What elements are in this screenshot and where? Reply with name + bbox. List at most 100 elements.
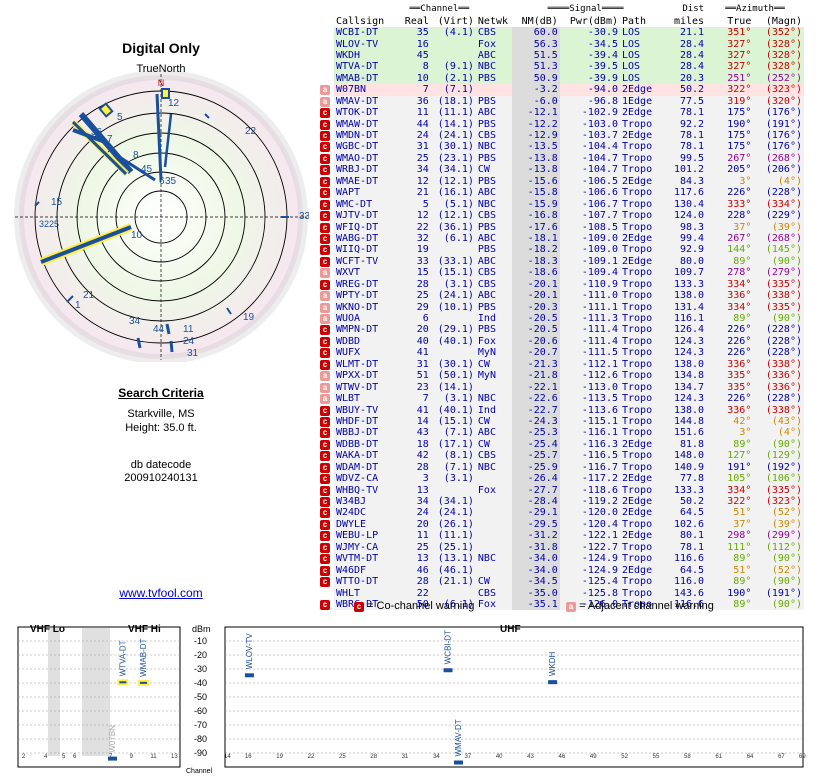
callsign-cell: WMC-DT [333, 198, 403, 210]
noise-margin-cell: -22.6 [512, 392, 560, 405]
co-channel-warning-icon: c [320, 199, 330, 210]
power-cell: -30.9 [559, 26, 620, 39]
table-row: c WTOK-DT 11 (11.1) ABC -12.1 -102.9 2Edge 78.1 1… [320, 106, 804, 119]
table-row: a WXVT 15 (15.1) CBS -18.6 -109.4 Tropo 109.7 278… [320, 267, 804, 279]
azimuth-magnetic-cell: (252°) [753, 72, 804, 85]
virtual-channel-cell: (3.1) [430, 472, 476, 485]
path-cell: Tropo [620, 267, 659, 279]
warning-cell: c [320, 462, 334, 473]
callsign-cell: WTTO-DT [333, 575, 403, 588]
col-magn: (Magn) [765, 15, 802, 27]
table-row: c WREG-DT 28 (3.1) CBS -20.1 -110.9 Tropo 133.3 3… [320, 278, 804, 290]
distance-cell: 116.6 [658, 553, 707, 565]
dist-header: Dist [682, 4, 705, 15]
station-marker [443, 668, 453, 673]
azimuth-true-cell: 351° [706, 26, 754, 39]
azimuth-true-cell: 335° [706, 381, 754, 393]
virtual-channel-cell: (7.1) [430, 427, 476, 439]
channel-tick: 11 [150, 754, 157, 760]
azimuth-true-cell: 336° [706, 358, 754, 370]
tick-19 [226, 307, 232, 315]
station-label-15: 15 [51, 197, 63, 208]
network-cell: ABC [475, 232, 513, 245]
distance-cell: 99.5 [658, 152, 707, 165]
virtual-channel-cell: (17.1) [430, 438, 476, 451]
warning-cell: a [320, 370, 334, 382]
table-row: a WKNO-DT 29 (10.1) PBS -20.3 -111.1 Tropo 131.4… [320, 301, 804, 313]
distance-cell: 50.2 [658, 495, 707, 508]
warning-cell: c [320, 210, 334, 222]
azimuth-true-cell: 267° [706, 152, 754, 165]
network-cell [475, 472, 513, 485]
table-row: c WAPT 21 (16.1) ABC -15.8 -106.6 Tropo 117.6 226… [320, 187, 804, 199]
azimuth-true-cell: 334° [706, 301, 754, 313]
network-cell: Ind [475, 404, 513, 416]
noise-margin-cell: -18.6 [512, 267, 560, 279]
callsign-cell: DWYLE [333, 518, 403, 531]
warning-cell: a [320, 267, 334, 279]
virtual-channel-cell: (16.1) [430, 187, 476, 199]
dbm-tick: -60 [194, 706, 207, 716]
channel-tick: 9 [130, 754, 134, 760]
tick-24 [169, 340, 174, 353]
real-channel-cell: 16 [402, 38, 431, 50]
path-cell: Tropo [620, 187, 659, 199]
azimuth-magnetic-cell: (90°) [753, 553, 804, 565]
warning-cell: c [320, 141, 334, 153]
beam-7 [72, 128, 106, 144]
virtual-channel-cell: (8.1) [430, 450, 476, 462]
tvfool-link[interactable]: www.tvfool.com [119, 586, 203, 600]
distance-cell: 124.3 [658, 335, 707, 348]
azimuth-true-cell: 226° [706, 392, 754, 405]
path-cell: Tropo [620, 289, 659, 302]
warning-cell: c [320, 496, 334, 508]
azimuth-true-cell: 89° [706, 598, 754, 611]
dbm-tick: -10 [194, 636, 207, 646]
azimuth-magnetic-cell: (191°) [753, 118, 804, 130]
real-channel-cell: 42 [402, 450, 431, 462]
real-channel-cell: 15 [402, 267, 431, 279]
virtual-channel-cell: (25.1) [430, 541, 476, 553]
adjacent-channel-warning-icon: a [320, 382, 330, 393]
callsign-cell: WAKA-DT [333, 450, 403, 462]
distance-cell: 50.2 [658, 84, 707, 96]
azimuth-true-cell: 335° [706, 370, 754, 382]
table-row: c WDBB-DT 18 (17.1) CW -25.4 -116.3 2Edge 81.8 89… [320, 438, 804, 451]
path-cell: Tropo [620, 415, 659, 428]
station-beams [34, 88, 289, 353]
left-panel: Digital Only TrueNorth N [0, 0, 330, 610]
virtual-channel-cell: (13.1) [430, 553, 476, 565]
path-cell: Tropo [620, 392, 659, 405]
path-cell: Tropo [620, 427, 659, 439]
real-channel-cell: 40 [402, 335, 431, 348]
tick-11 [165, 323, 171, 335]
power-cell: -112.1 [559, 358, 620, 370]
distance-cell: 133.3 [658, 484, 707, 496]
azimuth-magnetic-cell: (328°) [753, 38, 804, 50]
noise-margin-cell: -18.1 [512, 232, 560, 245]
warning-cell: c [320, 221, 334, 233]
virtual-channel-cell: (23.1) [430, 152, 476, 165]
noise-margin-cell: 50.9 [512, 72, 560, 85]
power-cell: -112.6 [559, 370, 620, 382]
azimuth-true-cell: 334° [706, 278, 754, 290]
azimuth-magnetic-cell: (299°) [753, 530, 804, 542]
azimuth-true-cell: 322° [706, 495, 754, 508]
callsign-cell: WDBD [333, 335, 403, 348]
power-cell: -111.0 [559, 289, 620, 302]
noise-margin-cell: -25.7 [512, 450, 560, 462]
virtual-channel-cell: (2.1) [430, 72, 476, 85]
azimuth-magnetic-cell: (336°) [753, 370, 804, 382]
station-label-31: 31 [187, 348, 199, 359]
table-row: a WMAV-DT 36 (18.1) PBS -6.0 -96.8 1Edge 77.5 319… [320, 95, 804, 107]
azimuth-magnetic-cell: (90°) [753, 255, 804, 268]
beam-10 [40, 225, 132, 264]
virtual-channel-cell: (30.1) [430, 141, 476, 153]
co-channel-warning-icon: c [320, 359, 330, 370]
path-cell: Tropo [620, 553, 659, 565]
tick-44 [136, 337, 142, 349]
azimuth-true-cell: 251° [706, 72, 754, 85]
real-channel-cell: 25 [402, 541, 431, 553]
callsign-cell: WKDH [333, 49, 403, 62]
table-row: c WFIQ-DT 22 (36.1) PBS -17.6 -108.5 Tropo 98.3 3… [320, 221, 804, 233]
